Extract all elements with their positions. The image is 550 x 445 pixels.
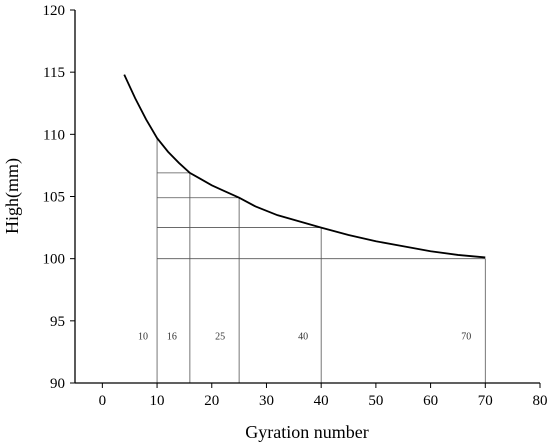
x-tick-label-20: 20 bbox=[204, 393, 219, 409]
x-tick-label-10: 10 bbox=[150, 393, 165, 409]
y-tick-label-120: 120 bbox=[43, 3, 66, 19]
marker-annotations: 10 16 25 40 70 bbox=[138, 331, 471, 342]
y-ticks: 90 95 100 105 110 115 120 bbox=[43, 3, 75, 392]
y-tick-label-95: 95 bbox=[50, 314, 65, 330]
marker-label-70: 70 bbox=[461, 331, 471, 342]
x-tick-label-70: 70 bbox=[478, 393, 493, 409]
x-axis-label: Gyration number bbox=[245, 422, 368, 442]
marker-label-10: 10 bbox=[138, 331, 148, 342]
marker-label-16: 16 bbox=[167, 331, 177, 342]
y-tick-label-105: 105 bbox=[43, 190, 66, 206]
marker-label-25: 25 bbox=[215, 331, 225, 342]
height-curve bbox=[123, 74, 486, 259]
y-tick-label-100: 100 bbox=[43, 252, 66, 268]
y-tick-label-115: 115 bbox=[43, 65, 65, 81]
x-ticks: 0 10 20 30 40 50 60 70 80 bbox=[99, 383, 548, 409]
x-tick-label-50: 50 bbox=[368, 393, 383, 409]
axes bbox=[74, 10, 540, 384]
x-tick-label-30: 30 bbox=[259, 393, 274, 409]
y-tick-label-90: 90 bbox=[50, 376, 65, 392]
y-tick-label-110: 110 bbox=[43, 127, 65, 143]
y-axis-label: High(mm) bbox=[2, 158, 23, 234]
x-tick-label-60: 60 bbox=[423, 393, 438, 409]
x-tick-label-0: 0 bbox=[99, 393, 107, 409]
curve-layer bbox=[123, 74, 486, 259]
marker-label-40: 40 bbox=[298, 331, 308, 342]
x-tick-label-80: 80 bbox=[533, 393, 548, 409]
x-tick-label-40: 40 bbox=[314, 393, 329, 409]
guide-lines bbox=[156, 138, 486, 383]
